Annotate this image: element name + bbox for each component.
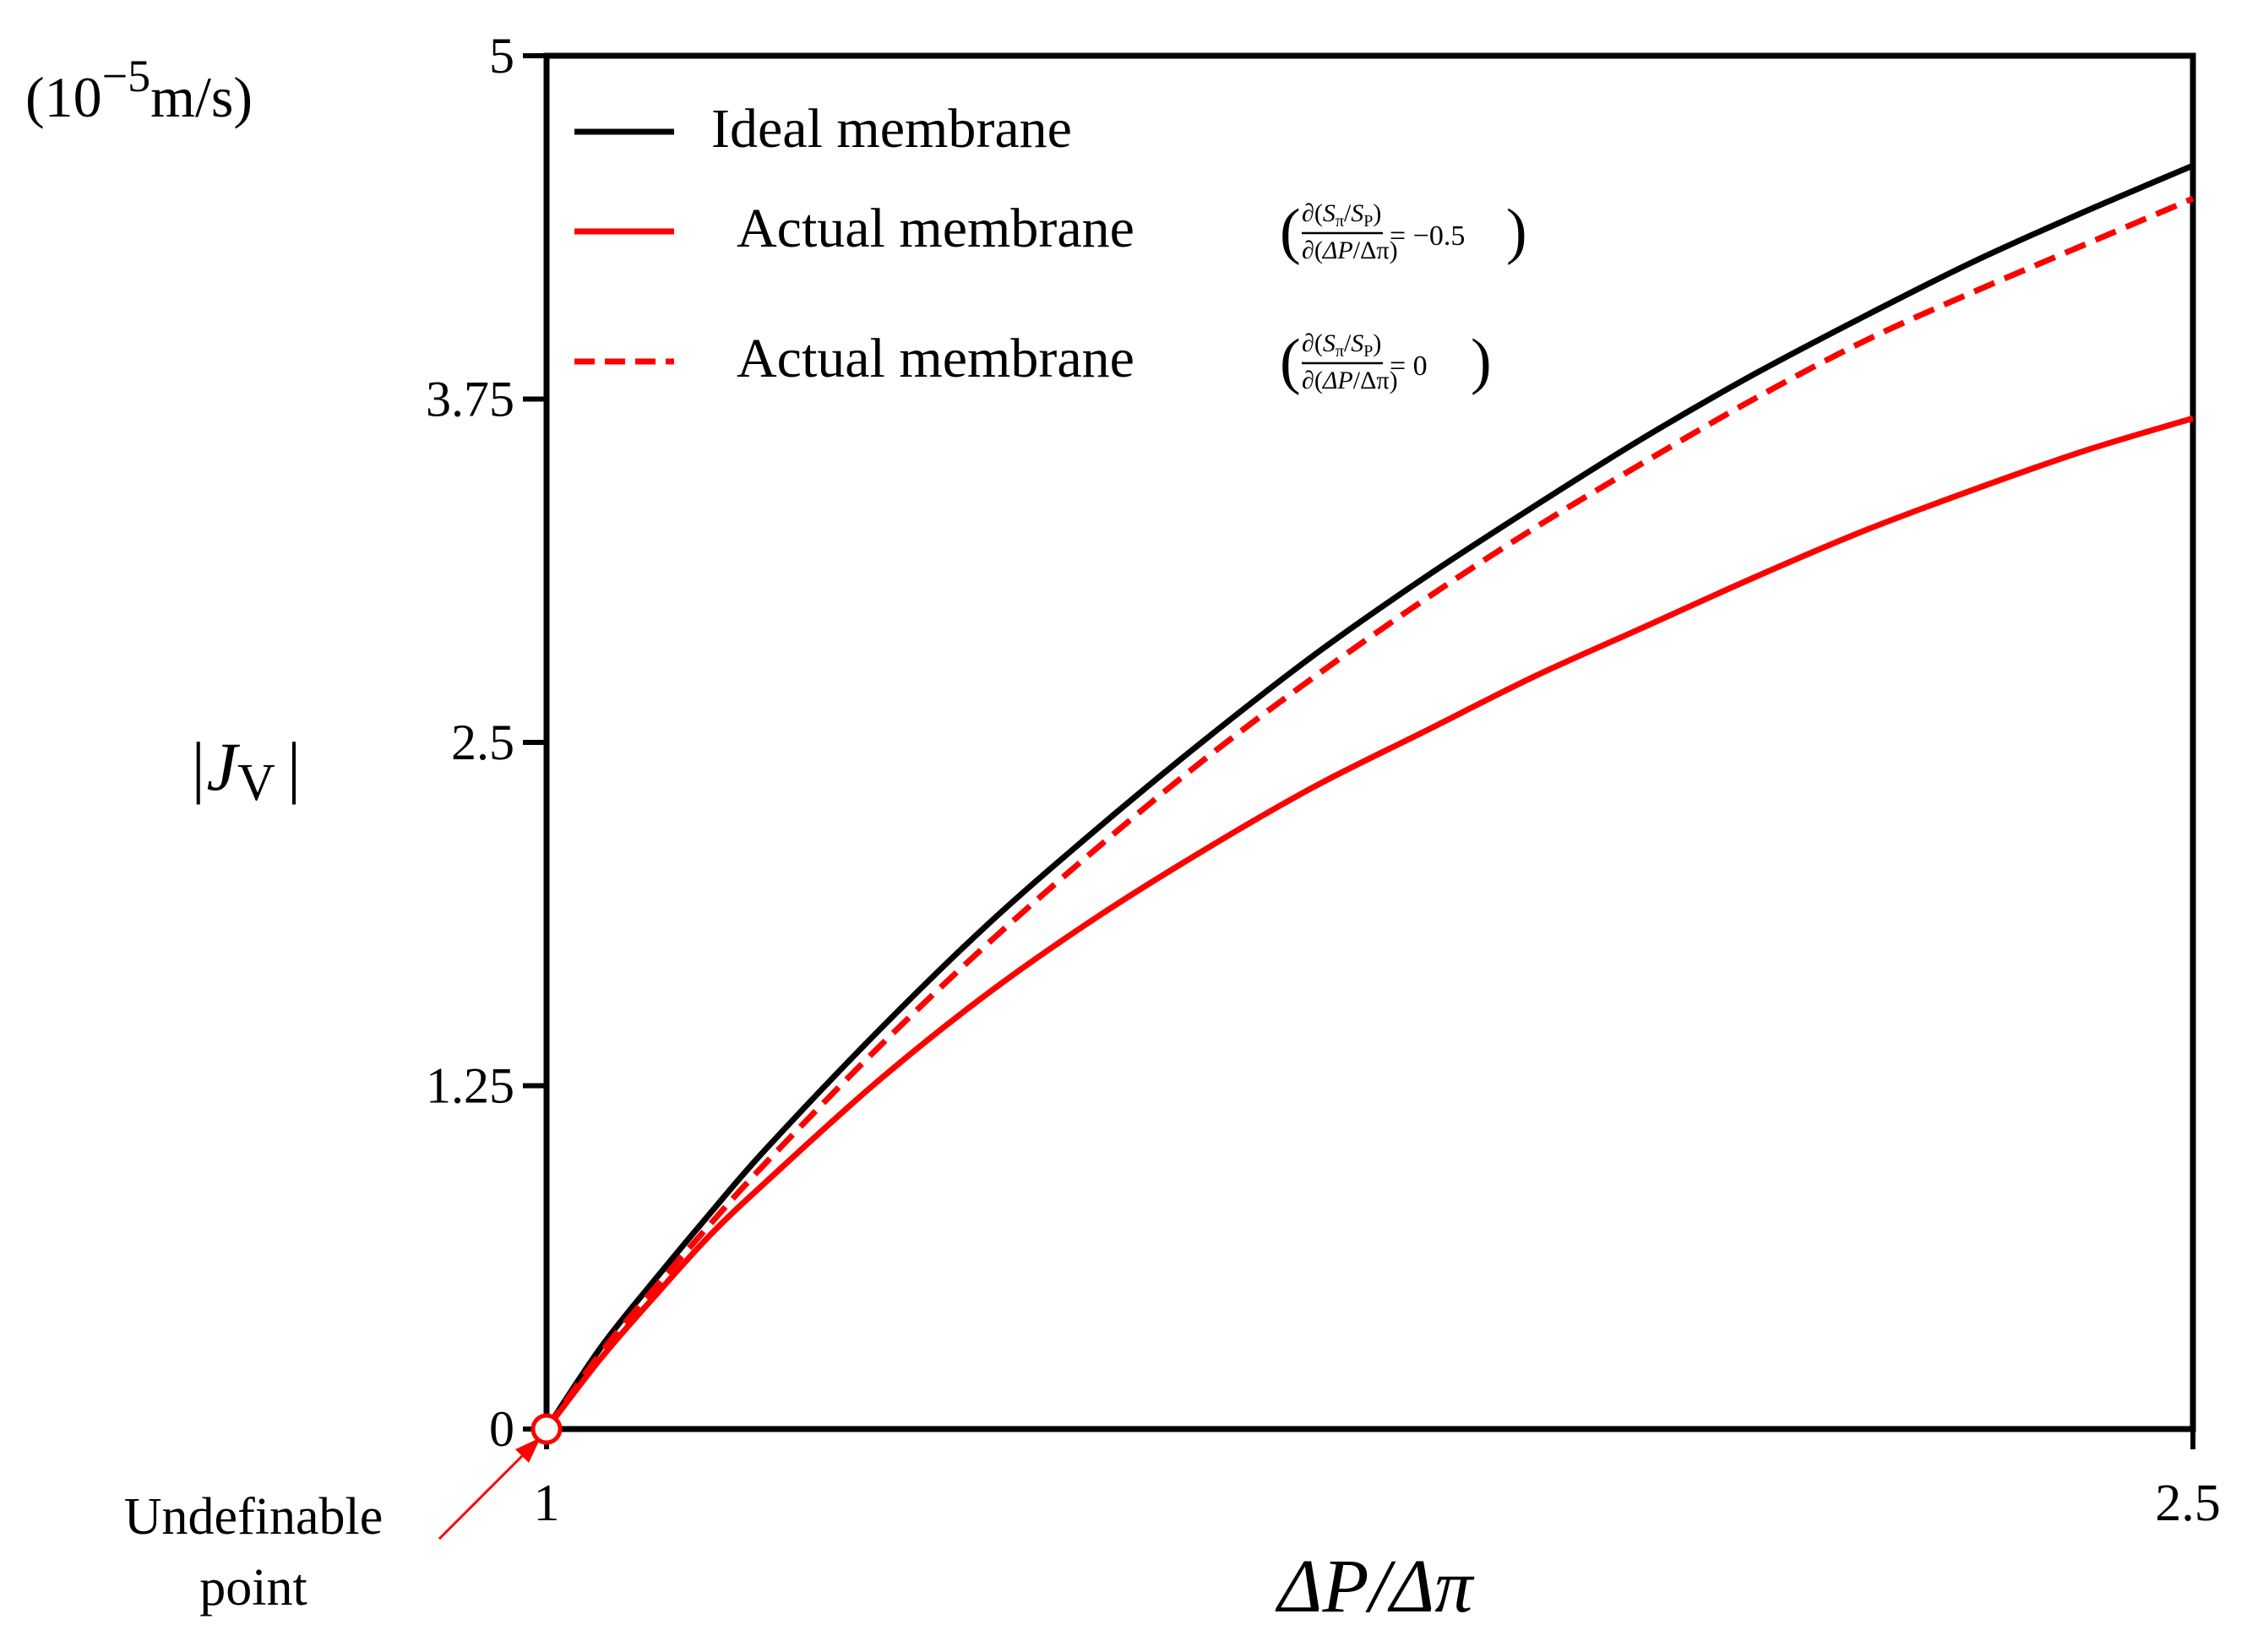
fraction2-partial: ∂: [1302, 329, 1314, 357]
fraction-close-paren: ): [1506, 197, 1527, 266]
fraction2-denominator: ∂(ΔP/Δπ): [1302, 367, 1398, 394]
legend-condition-dashed: = 0: [1390, 351, 1428, 382]
series-group: [544, 162, 2195, 1432]
series-ideal-membrane: [544, 162, 2195, 1431]
fraction-partial: ∂: [1302, 199, 1314, 227]
legend-label-actual-dashed: Actual membrane: [737, 328, 1134, 389]
y-axis-label-main: |J: [188, 728, 241, 805]
y-axis-label-close: |: [287, 728, 301, 805]
fraction-partial-den: ∂: [1302, 236, 1314, 264]
fraction2-partial-den: ∂: [1302, 367, 1314, 394]
fraction2-numerator: ∂(Sπ/SP): [1302, 329, 1381, 361]
annotation-line2: point: [199, 1559, 307, 1617]
x-ticks: 1 2.5: [534, 1429, 2221, 1532]
y-axis-label-sub: V: [237, 754, 275, 812]
legend-fraction-solid: ( ∂(Sπ/SP) ∂(ΔP/Δπ) = −0.5 ): [1280, 197, 1527, 266]
y-axis-label: |JV |: [188, 728, 301, 812]
y-tick-label: 0: [489, 1401, 514, 1457]
y-tick-label: 3.75: [426, 372, 514, 427]
fraction-num-top-sub: π: [1336, 212, 1344, 231]
legend-condition-solid: = −0.5: [1390, 220, 1465, 252]
legend: Ideal membrane Actual membrane ( ∂(Sπ/SP…: [574, 98, 1527, 396]
undefinable-point-annotation: Undefinable point: [124, 1413, 563, 1617]
fraction2-num-top-sub: π: [1336, 342, 1344, 361]
fraction-numerator: ∂(Sπ/SP): [1302, 199, 1381, 231]
y-tick-label: 1.25: [426, 1058, 514, 1114]
fraction-den-top: ΔP: [1322, 236, 1353, 264]
y-tick-label: 5: [489, 28, 514, 84]
x-tick-label: 1: [534, 1475, 560, 1532]
legend-fraction-dashed: ( ∂(Sπ/SP) ∂(ΔP/Δπ) = 0 ): [1280, 327, 1492, 396]
y-ticks: 0 1.25 2.5 3.75 5: [426, 28, 547, 1457]
annotation-arrow-line: [438, 1446, 532, 1541]
x-axis-label: ΔP/Δπ: [1276, 1545, 1476, 1628]
fraction2-den-top: ΔP: [1322, 367, 1353, 394]
fraction-num-bottom-sub: P: [1363, 212, 1373, 231]
fraction-num-bottom: S: [1351, 199, 1363, 227]
fraction-den-bottom: Δπ: [1360, 236, 1389, 264]
unit-prefix: (10: [25, 65, 102, 129]
unit-label: (10−5m/s): [25, 51, 253, 129]
fraction-open-paren: (: [1280, 197, 1301, 266]
fraction2-num-bottom-sub: P: [1363, 342, 1373, 361]
annotation-line1: Undefinable: [124, 1488, 383, 1546]
fraction2-num-top: S: [1323, 329, 1336, 357]
legend-label-actual-solid: Actual membrane: [737, 198, 1134, 259]
unit-suffix: m/s): [150, 65, 253, 129]
undefinable-point-marker: [530, 1413, 563, 1445]
series-actual-membrane-solid: [544, 415, 2195, 1432]
series-actual-membrane-dashed: [544, 195, 2195, 1432]
unit-exponent: −5: [102, 51, 150, 101]
legend-label-ideal: Ideal membrane: [711, 98, 1072, 160]
fraction2-num-bottom: S: [1351, 329, 1363, 357]
fraction-num-top: S: [1323, 199, 1336, 227]
y-tick-label: 2.5: [451, 715, 514, 770]
fraction-denominator: ∂(ΔP/Δπ): [1302, 236, 1398, 264]
annotation-arrow-head: [515, 1437, 541, 1463]
fraction2-open-paren: (: [1280, 327, 1301, 396]
fraction2-close-paren: ): [1471, 327, 1492, 396]
x-tick-label: 2.5: [2155, 1475, 2221, 1532]
fraction2-den-bottom: Δπ: [1360, 367, 1389, 394]
